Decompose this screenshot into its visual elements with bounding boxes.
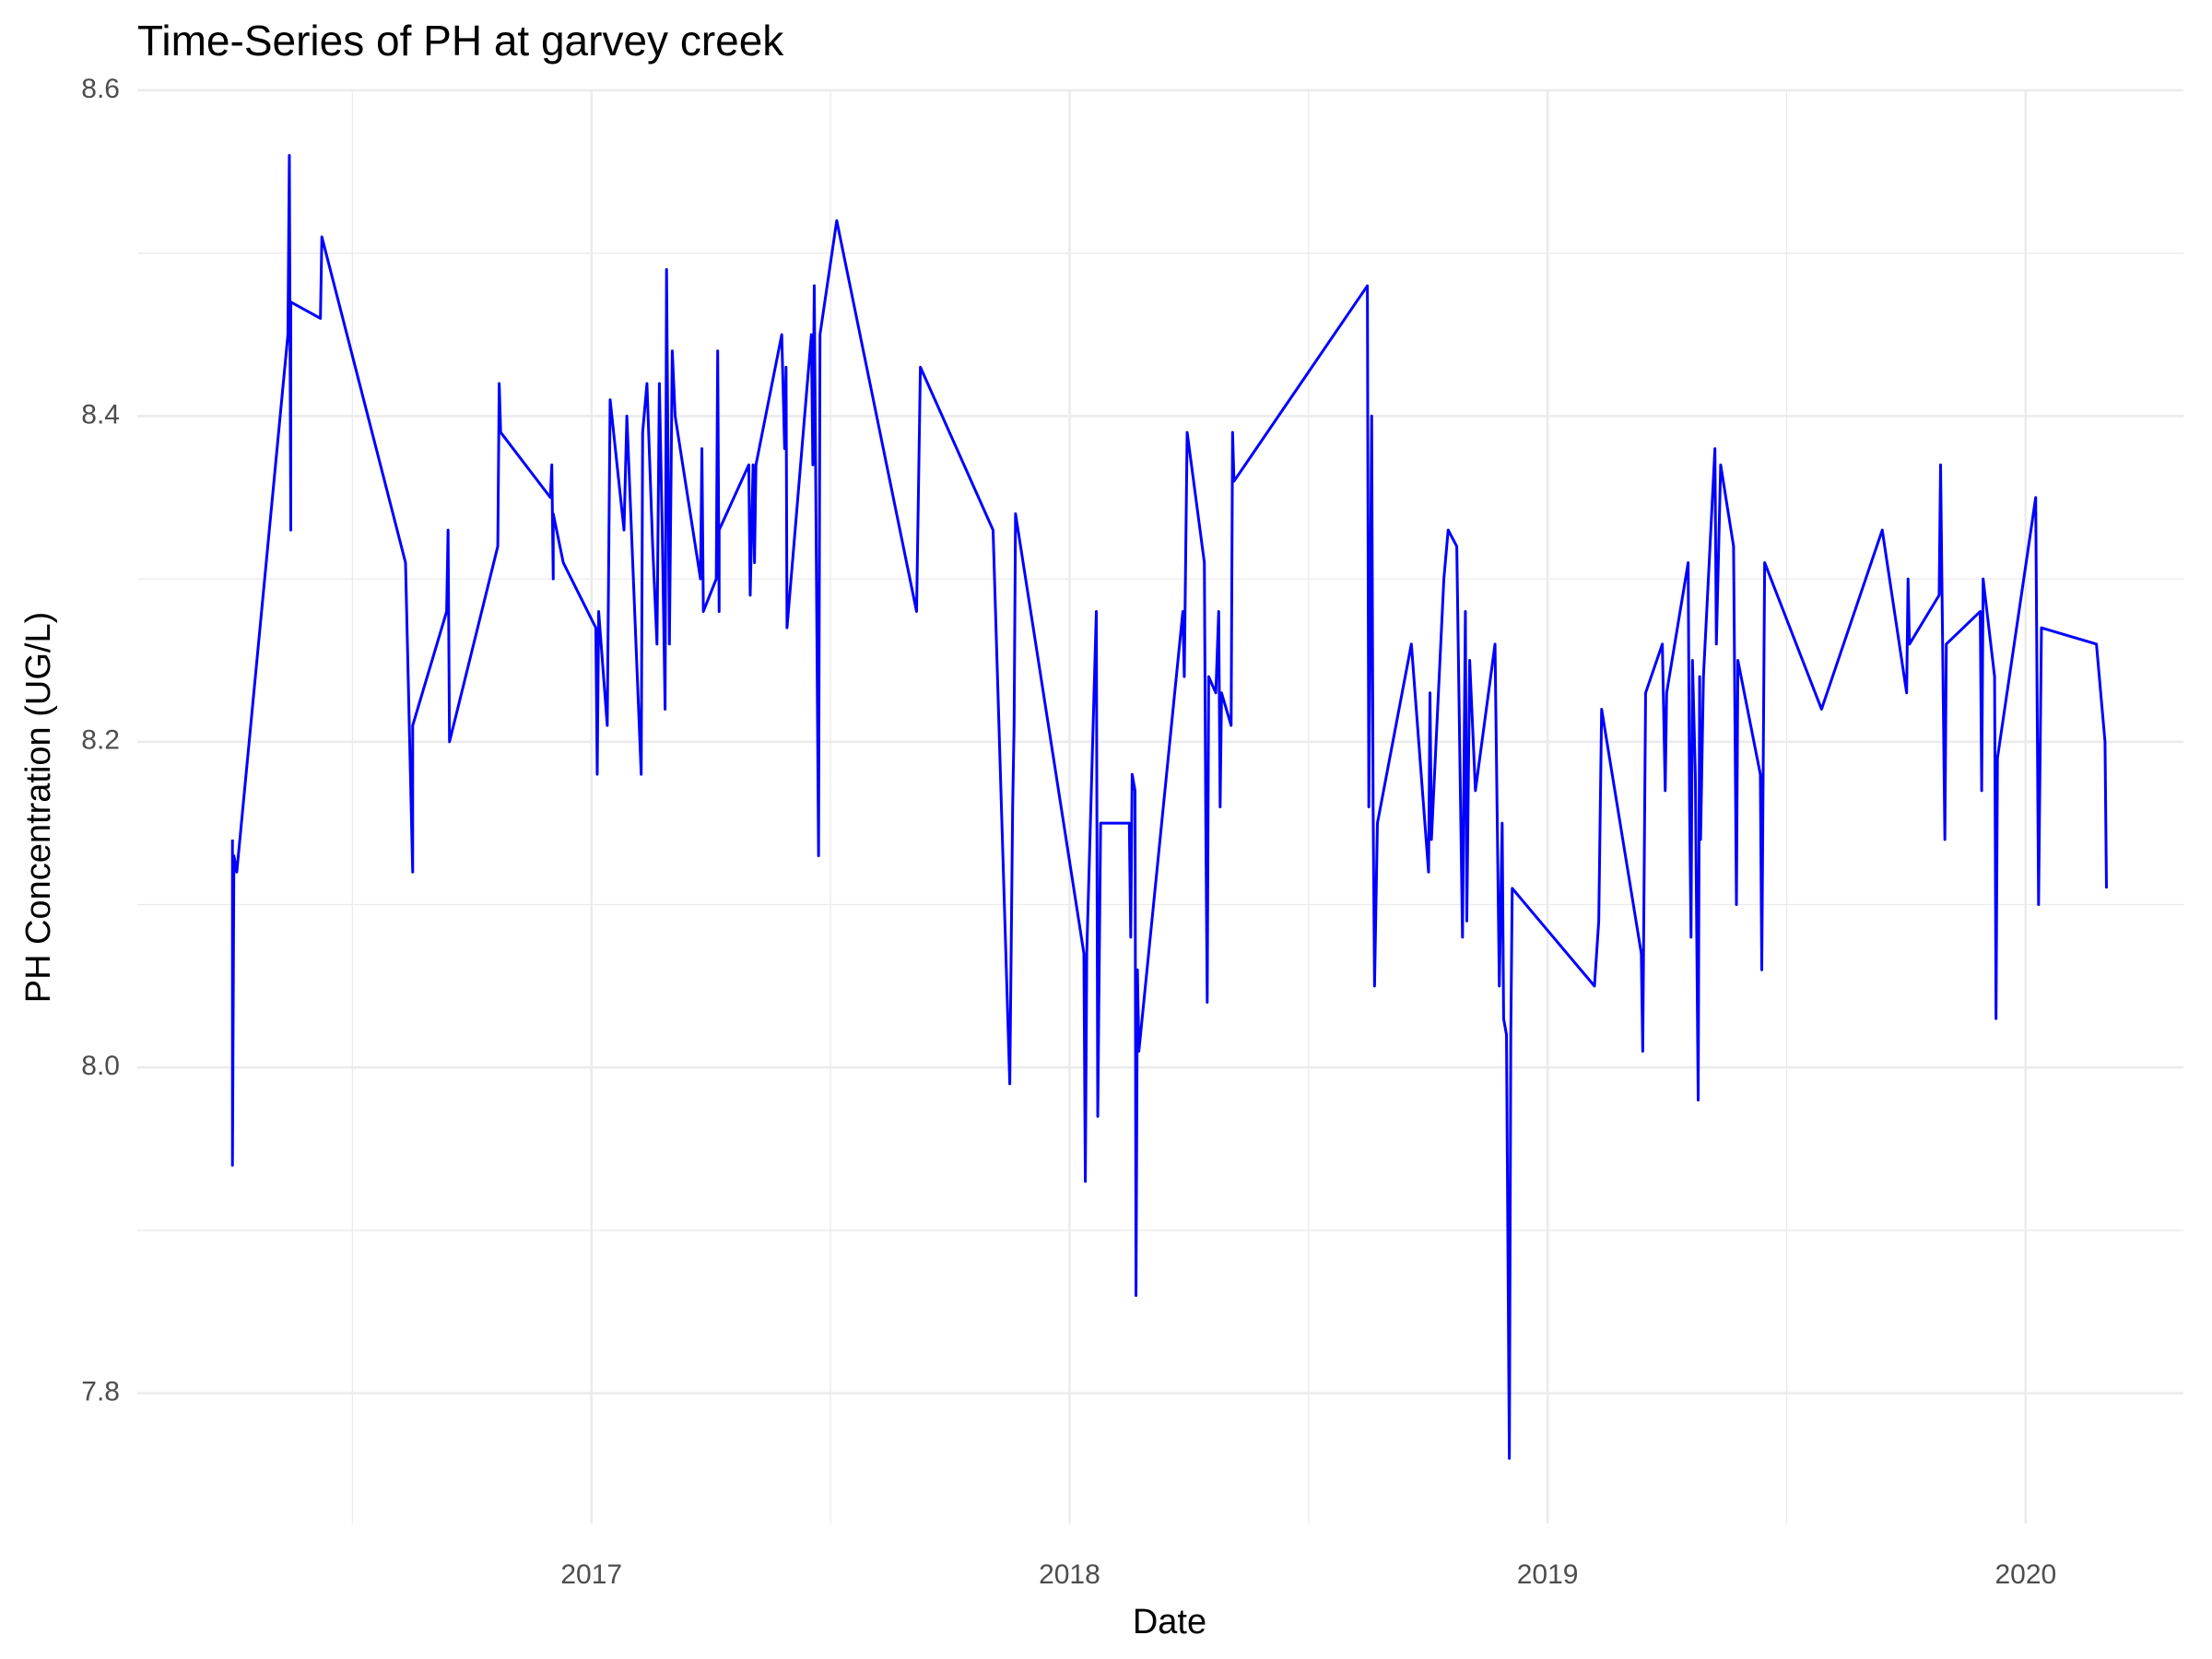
y-tick-label: 8.0	[81, 1051, 120, 1081]
x-tick-label: 2017	[560, 1559, 622, 1590]
y-tick-label: 7.8	[81, 1377, 120, 1407]
y-tick-label: 8.4	[81, 399, 120, 429]
plot-area	[230, 154, 2108, 1460]
x-tick-label: 2020	[1994, 1559, 2056, 1590]
y-tick-label: 8.2	[81, 725, 120, 756]
data-line	[230, 154, 2108, 1460]
grid	[137, 88, 2183, 1524]
y-axis-title: PH Concentration (UG/L)	[19, 612, 58, 1004]
y-tick-label: 8.6	[81, 74, 120, 104]
x-axis-title: Date	[1133, 1603, 1206, 1641]
chart-title: Time-Series of PH at garvey creek	[137, 17, 784, 65]
x-tick-label: 2019	[1517, 1559, 1579, 1590]
x-tick-label: 2018	[1039, 1559, 1100, 1590]
